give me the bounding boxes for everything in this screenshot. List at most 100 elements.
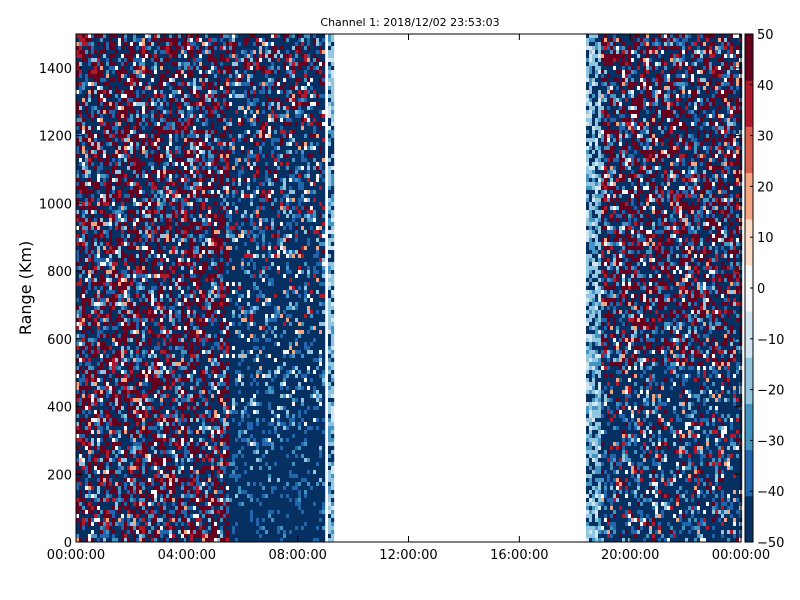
- heatmap-cell: [172, 206, 175, 210]
- heatmap-cell: [136, 362, 139, 366]
- heatmap-cell: [124, 286, 127, 290]
- heatmap-cell: [115, 418, 118, 422]
- heatmap-cell: [139, 390, 142, 394]
- heatmap-cell: [157, 78, 160, 82]
- heatmap-cell: [124, 342, 127, 346]
- heatmap-cell: [121, 34, 124, 38]
- heatmap-cell: [184, 62, 187, 66]
- heatmap-cell: [82, 306, 85, 310]
- heatmap-cell: [142, 510, 145, 514]
- heatmap-cell: [100, 510, 103, 514]
- heatmap-cell: [178, 358, 181, 362]
- heatmap-cell: [133, 326, 136, 330]
- heatmap-cell: [160, 38, 163, 42]
- heatmap-cell: [166, 322, 169, 326]
- heatmap-cell: [154, 522, 157, 526]
- heatmap-cell: [127, 322, 130, 326]
- heatmap-cell: [187, 166, 190, 170]
- heatmap-cell: [178, 162, 181, 166]
- heatmap-cell: [190, 242, 193, 246]
- heatmap-cell: [178, 246, 181, 250]
- heatmap-cell: [178, 198, 181, 202]
- heatmap-cell: [109, 410, 112, 414]
- heatmap-cell: [184, 326, 187, 330]
- heatmap-cell: [124, 114, 127, 118]
- heatmap-cell: [145, 134, 148, 138]
- heatmap-cell: [112, 526, 115, 530]
- heatmap-cell: [169, 434, 172, 438]
- heatmap-cell: [160, 362, 163, 366]
- heatmap-cell: [157, 34, 160, 38]
- heatmap-cell: [121, 218, 124, 222]
- heatmap-cell: [124, 422, 127, 426]
- heatmap-cell: [127, 362, 130, 366]
- heatmap-cell: [184, 522, 187, 526]
- heatmap-cell: [94, 214, 97, 218]
- heatmap-cell: [88, 270, 91, 274]
- heatmap-cell: [139, 466, 142, 470]
- heatmap-cell: [106, 74, 109, 78]
- heatmap-cell: [190, 526, 193, 530]
- heatmap-cell: [190, 450, 193, 454]
- heatmap-cell: [136, 390, 139, 394]
- heatmap-cell: [127, 438, 130, 442]
- heatmap-cell: [148, 406, 151, 410]
- heatmap-cell: [157, 362, 160, 366]
- heatmap-cell: [142, 386, 145, 390]
- heatmap-cell: [181, 74, 184, 78]
- heatmap-cell: [97, 502, 100, 506]
- heatmap-cell: [148, 210, 151, 214]
- heatmap-cell: [118, 158, 121, 162]
- heatmap-cell: [148, 298, 151, 302]
- heatmap-cell: [85, 210, 88, 214]
- heatmap-cell: [133, 186, 136, 190]
- heatmap-cell: [130, 466, 133, 470]
- heatmap-cell: [118, 466, 121, 470]
- heatmap-cell: [190, 198, 193, 202]
- heatmap-cell: [172, 366, 175, 370]
- heatmap-cell: [106, 86, 109, 90]
- heatmap-cell: [160, 426, 163, 430]
- heatmap-cell: [100, 42, 103, 46]
- heatmap-cell: [151, 54, 154, 58]
- heatmap-cell: [121, 390, 124, 394]
- heatmap-cell: [100, 426, 103, 430]
- heatmap-cell: [118, 122, 121, 126]
- heatmap-cell: [178, 390, 181, 394]
- heatmap-cell: [184, 306, 187, 310]
- heatmap-cell: [136, 474, 139, 478]
- heatmap-cell: [142, 514, 145, 518]
- heatmap-cell: [82, 98, 85, 102]
- heatmap-cell: [145, 206, 148, 210]
- heatmap-cell: [106, 90, 109, 94]
- heatmap-cell: [133, 238, 136, 242]
- heatmap-cell: [109, 314, 112, 318]
- heatmap-cell: [151, 454, 154, 458]
- heatmap-cell: [97, 394, 100, 398]
- heatmap-cell: [109, 318, 112, 322]
- heatmap-cell: [175, 254, 178, 258]
- heatmap-cell: [193, 74, 196, 78]
- heatmap-cell: [82, 142, 85, 146]
- heatmap-cell: [103, 98, 106, 102]
- heatmap-cell: [103, 482, 106, 486]
- heatmap-cell: [178, 290, 181, 294]
- heatmap-cell: [127, 274, 130, 278]
- heatmap-cell: [160, 258, 163, 262]
- heatmap-cell: [157, 338, 160, 342]
- heatmap-cell: [190, 70, 193, 74]
- heatmap-cell: [136, 54, 139, 58]
- heatmap-cell: [139, 326, 142, 330]
- heatmap-cell: [127, 470, 130, 474]
- heatmap-cell: [124, 186, 127, 190]
- heatmap-cell: [124, 54, 127, 58]
- heatmap-cell: [154, 202, 157, 206]
- heatmap-cell: [109, 238, 112, 242]
- heatmap-cell: [187, 314, 190, 318]
- heatmap-cell: [127, 66, 130, 70]
- heatmap-cell: [115, 142, 118, 146]
- heatmap-cell: [181, 158, 184, 162]
- heatmap-cell: [145, 42, 148, 46]
- heatmap-cell: [169, 442, 172, 446]
- heatmap-cell: [175, 450, 178, 454]
